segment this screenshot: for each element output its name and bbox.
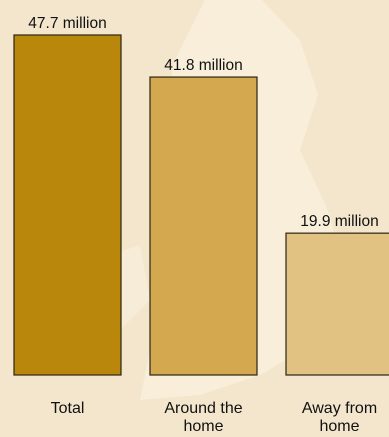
bar-2 [285, 232, 389, 376]
category-label-line: home [183, 418, 223, 435]
bars-group [13, 34, 389, 376]
value-labels-group: 47.7 million 41.8 million 19.9 million [28, 15, 378, 230]
value-label-1: 41.8 million [164, 57, 242, 74]
category-label-line: Away from [302, 400, 377, 417]
category-label-line: home [319, 418, 359, 435]
value-label-2: 19.9 million [300, 213, 378, 230]
category-label-line: Total [51, 400, 85, 417]
value-label-0: 47.7 million [28, 15, 106, 32]
bar-1 [149, 76, 258, 376]
category-label-1: Around the home [164, 400, 242, 435]
category-label-line: Around the [164, 400, 242, 417]
category-label-0: Total [51, 400, 85, 417]
bar-0 [13, 34, 122, 376]
category-label-2: Away from home [302, 400, 377, 435]
